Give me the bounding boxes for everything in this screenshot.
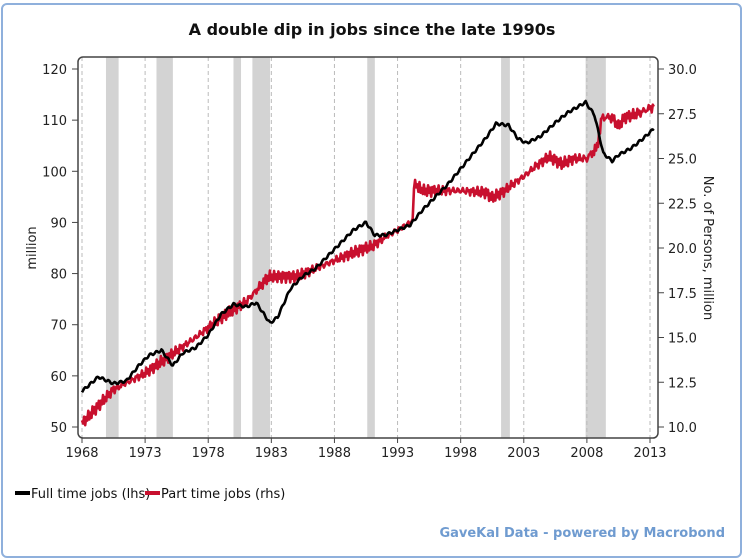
y-tick-label-left: 120: [42, 63, 67, 78]
recession-band: [233, 57, 242, 438]
recession-band: [501, 57, 510, 438]
x-tick-label: 2003: [507, 446, 540, 461]
x-tick-label: 1983: [255, 446, 288, 461]
y-tick-label-right: 20.0: [668, 242, 697, 257]
y-tick-label-left: 90: [50, 216, 67, 231]
legend-swatch-part-time: [145, 491, 160, 495]
y-axis-label-left: million: [25, 226, 40, 269]
y-axis-label-right: No. of Persons, million: [700, 176, 715, 320]
y-tick-label-right: 15.0: [668, 332, 697, 347]
series-line-full-time: [80, 99, 655, 394]
y-tick-label-right: 12.5: [668, 376, 697, 391]
y-tick-label-right: 10.0: [668, 421, 697, 436]
recession-band: [252, 57, 271, 438]
legend-swatch-full-time: [15, 491, 30, 495]
x-tick-label: 2008: [570, 446, 603, 461]
x-tick-label: 1988: [318, 446, 351, 461]
x-tick-label: 1973: [129, 446, 162, 461]
legend: Full time jobs (lhs) Part time jobs (rhs…: [15, 487, 285, 502]
chart-frame: [1, 3, 742, 558]
y-tick-label-right: 30.0: [668, 63, 697, 78]
y-tick-label-right: 27.5: [668, 108, 697, 123]
y-tick-label-left: 100: [42, 165, 67, 180]
legend-label-full-time: Full time jobs (lhs): [31, 487, 150, 502]
source-footer: GaveKal Data - powered by Macrobond: [439, 526, 725, 541]
legend-label-part-time: Part time jobs (rhs): [161, 487, 285, 502]
y-tick-label-left: 60: [50, 370, 67, 385]
y-tick-label-left: 70: [50, 319, 67, 334]
x-tick-label: 2013: [633, 446, 666, 461]
y-tick-label-left: 80: [50, 268, 67, 283]
x-tick-label: 1978: [192, 446, 225, 461]
x-tick-label: 1998: [444, 446, 477, 461]
y-tick-label-right: 25.0: [668, 153, 697, 168]
x-tick-label: 1993: [381, 446, 414, 461]
x-tick-label: 1968: [65, 446, 98, 461]
y-tick-label-left: 110: [42, 114, 67, 129]
chart-title: A double dip in jobs since the late 1990…: [189, 20, 556, 39]
series-line-part-time: [80, 103, 655, 427]
y-tick-label-right: 17.5: [668, 287, 697, 302]
recession-band: [156, 57, 173, 438]
recession-band: [105, 57, 119, 438]
y-tick-label-right: 22.5: [668, 197, 697, 212]
y-tick-label-left: 50: [50, 421, 67, 436]
